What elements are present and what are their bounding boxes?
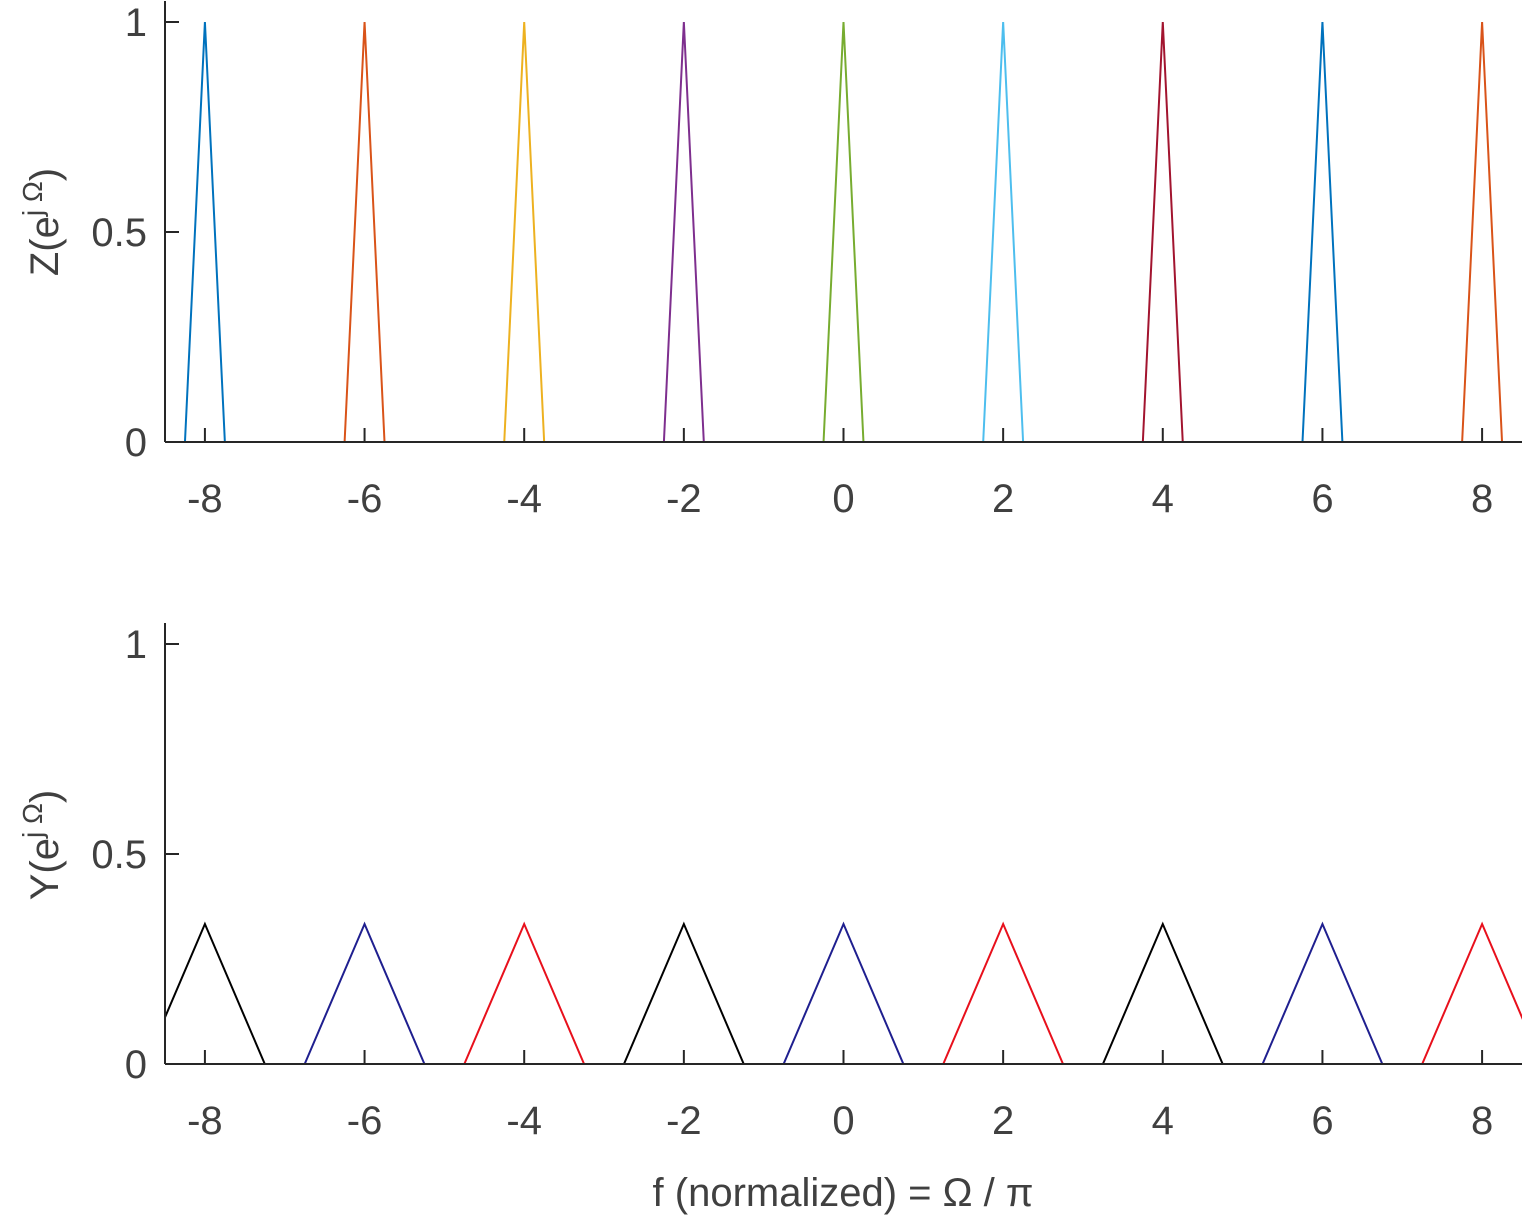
y-x-tick-label: 8 bbox=[1471, 1099, 1493, 1143]
y-spectrum-line-3 bbox=[623, 921, 745, 1065]
y-spectrum-plot: -8 -6 -4 -2 0 2 4 6 8 00.51 Y(ej Ω) f (normalize… bbox=[17, 623, 1522, 1215]
z-x-tick-label: -4 bbox=[506, 477, 542, 521]
z-y-tick-label: 0 bbox=[125, 421, 147, 465]
y-spectrum-lines bbox=[165, 921, 1522, 1065]
z-spectrum-line-2 bbox=[503, 21, 546, 443]
y-x-tick-label: -8 bbox=[187, 1099, 223, 1143]
z-y-axis-title: Z(ej Ω) bbox=[17, 168, 67, 276]
y-y-axis-title: Y(ej Ω) bbox=[17, 790, 67, 901]
z-spectrum-line-3 bbox=[662, 21, 705, 443]
z-spectrum-plot: -8 -6 -4 -2 0 2 4 6 8 00.51 Z(ej Ω) bbox=[17, 1, 1522, 521]
y-x-tick-label: 4 bbox=[1152, 1099, 1174, 1143]
z-y-ticks: 00.51 bbox=[91, 1, 179, 465]
z-x-tick-label: 4 bbox=[1152, 477, 1174, 521]
y-x-tick-label: 0 bbox=[832, 1099, 854, 1143]
z-y-tick-label: 1 bbox=[125, 1, 147, 45]
y-spectrum-line-7 bbox=[1261, 921, 1384, 1065]
y-x-tick-label: 2 bbox=[992, 1099, 1014, 1143]
z-spectrum-lines bbox=[183, 21, 1504, 443]
z-spectrum-line-0 bbox=[183, 21, 226, 443]
z-x-tick-label: 6 bbox=[1311, 477, 1333, 521]
y-y-tick-label: 0 bbox=[125, 1043, 147, 1087]
y-x-tick-label: 6 bbox=[1311, 1099, 1333, 1143]
y-x-tick-label: -2 bbox=[666, 1099, 702, 1143]
y-x-ticks: -8 -6 -4 -2 0 2 4 6 8 bbox=[187, 1050, 1493, 1143]
z-spectrum-line-8 bbox=[1461, 21, 1504, 443]
y-spectrum-line-0 bbox=[165, 921, 266, 1065]
z-spectrum-line-7 bbox=[1301, 21, 1344, 443]
z-x-tick-label: -6 bbox=[347, 477, 383, 521]
y-x-tick-label: -6 bbox=[347, 1099, 383, 1143]
y-y-tick-label: 0.5 bbox=[91, 833, 147, 877]
y-spectrum-line-5 bbox=[942, 921, 1064, 1065]
z-spectrum-line-4 bbox=[822, 21, 865, 443]
y-spectrum-line-1 bbox=[303, 921, 426, 1065]
z-spectrum-line-6 bbox=[1141, 21, 1184, 443]
z-x-tick-label: -2 bbox=[666, 477, 702, 521]
z-x-tick-label: -8 bbox=[187, 477, 223, 521]
z-x-tick-label: 0 bbox=[832, 477, 854, 521]
z-y-tick-label: 0.5 bbox=[91, 211, 147, 255]
y-x-tick-label: -4 bbox=[506, 1099, 542, 1143]
z-x-tick-label: 2 bbox=[992, 477, 1014, 521]
y-spectrum-line-4 bbox=[782, 921, 905, 1065]
y-y-tick-label: 1 bbox=[125, 623, 147, 667]
z-x-tick-label: 8 bbox=[1471, 477, 1493, 521]
y-spectrum-line-6 bbox=[1102, 921, 1224, 1065]
y-spectrum-line-2 bbox=[463, 921, 585, 1065]
z-spectrum-line-5 bbox=[982, 21, 1025, 443]
y-y-ticks: 00.51 bbox=[91, 623, 179, 1087]
z-spectrum-line-1 bbox=[343, 21, 386, 443]
y-spectrum-line-8 bbox=[1421, 921, 1522, 1065]
x-axis-title: f (normalized) = Ω / π bbox=[653, 1171, 1034, 1215]
z-x-ticks: -8 -6 -4 -2 0 2 4 6 8 bbox=[187, 428, 1493, 521]
